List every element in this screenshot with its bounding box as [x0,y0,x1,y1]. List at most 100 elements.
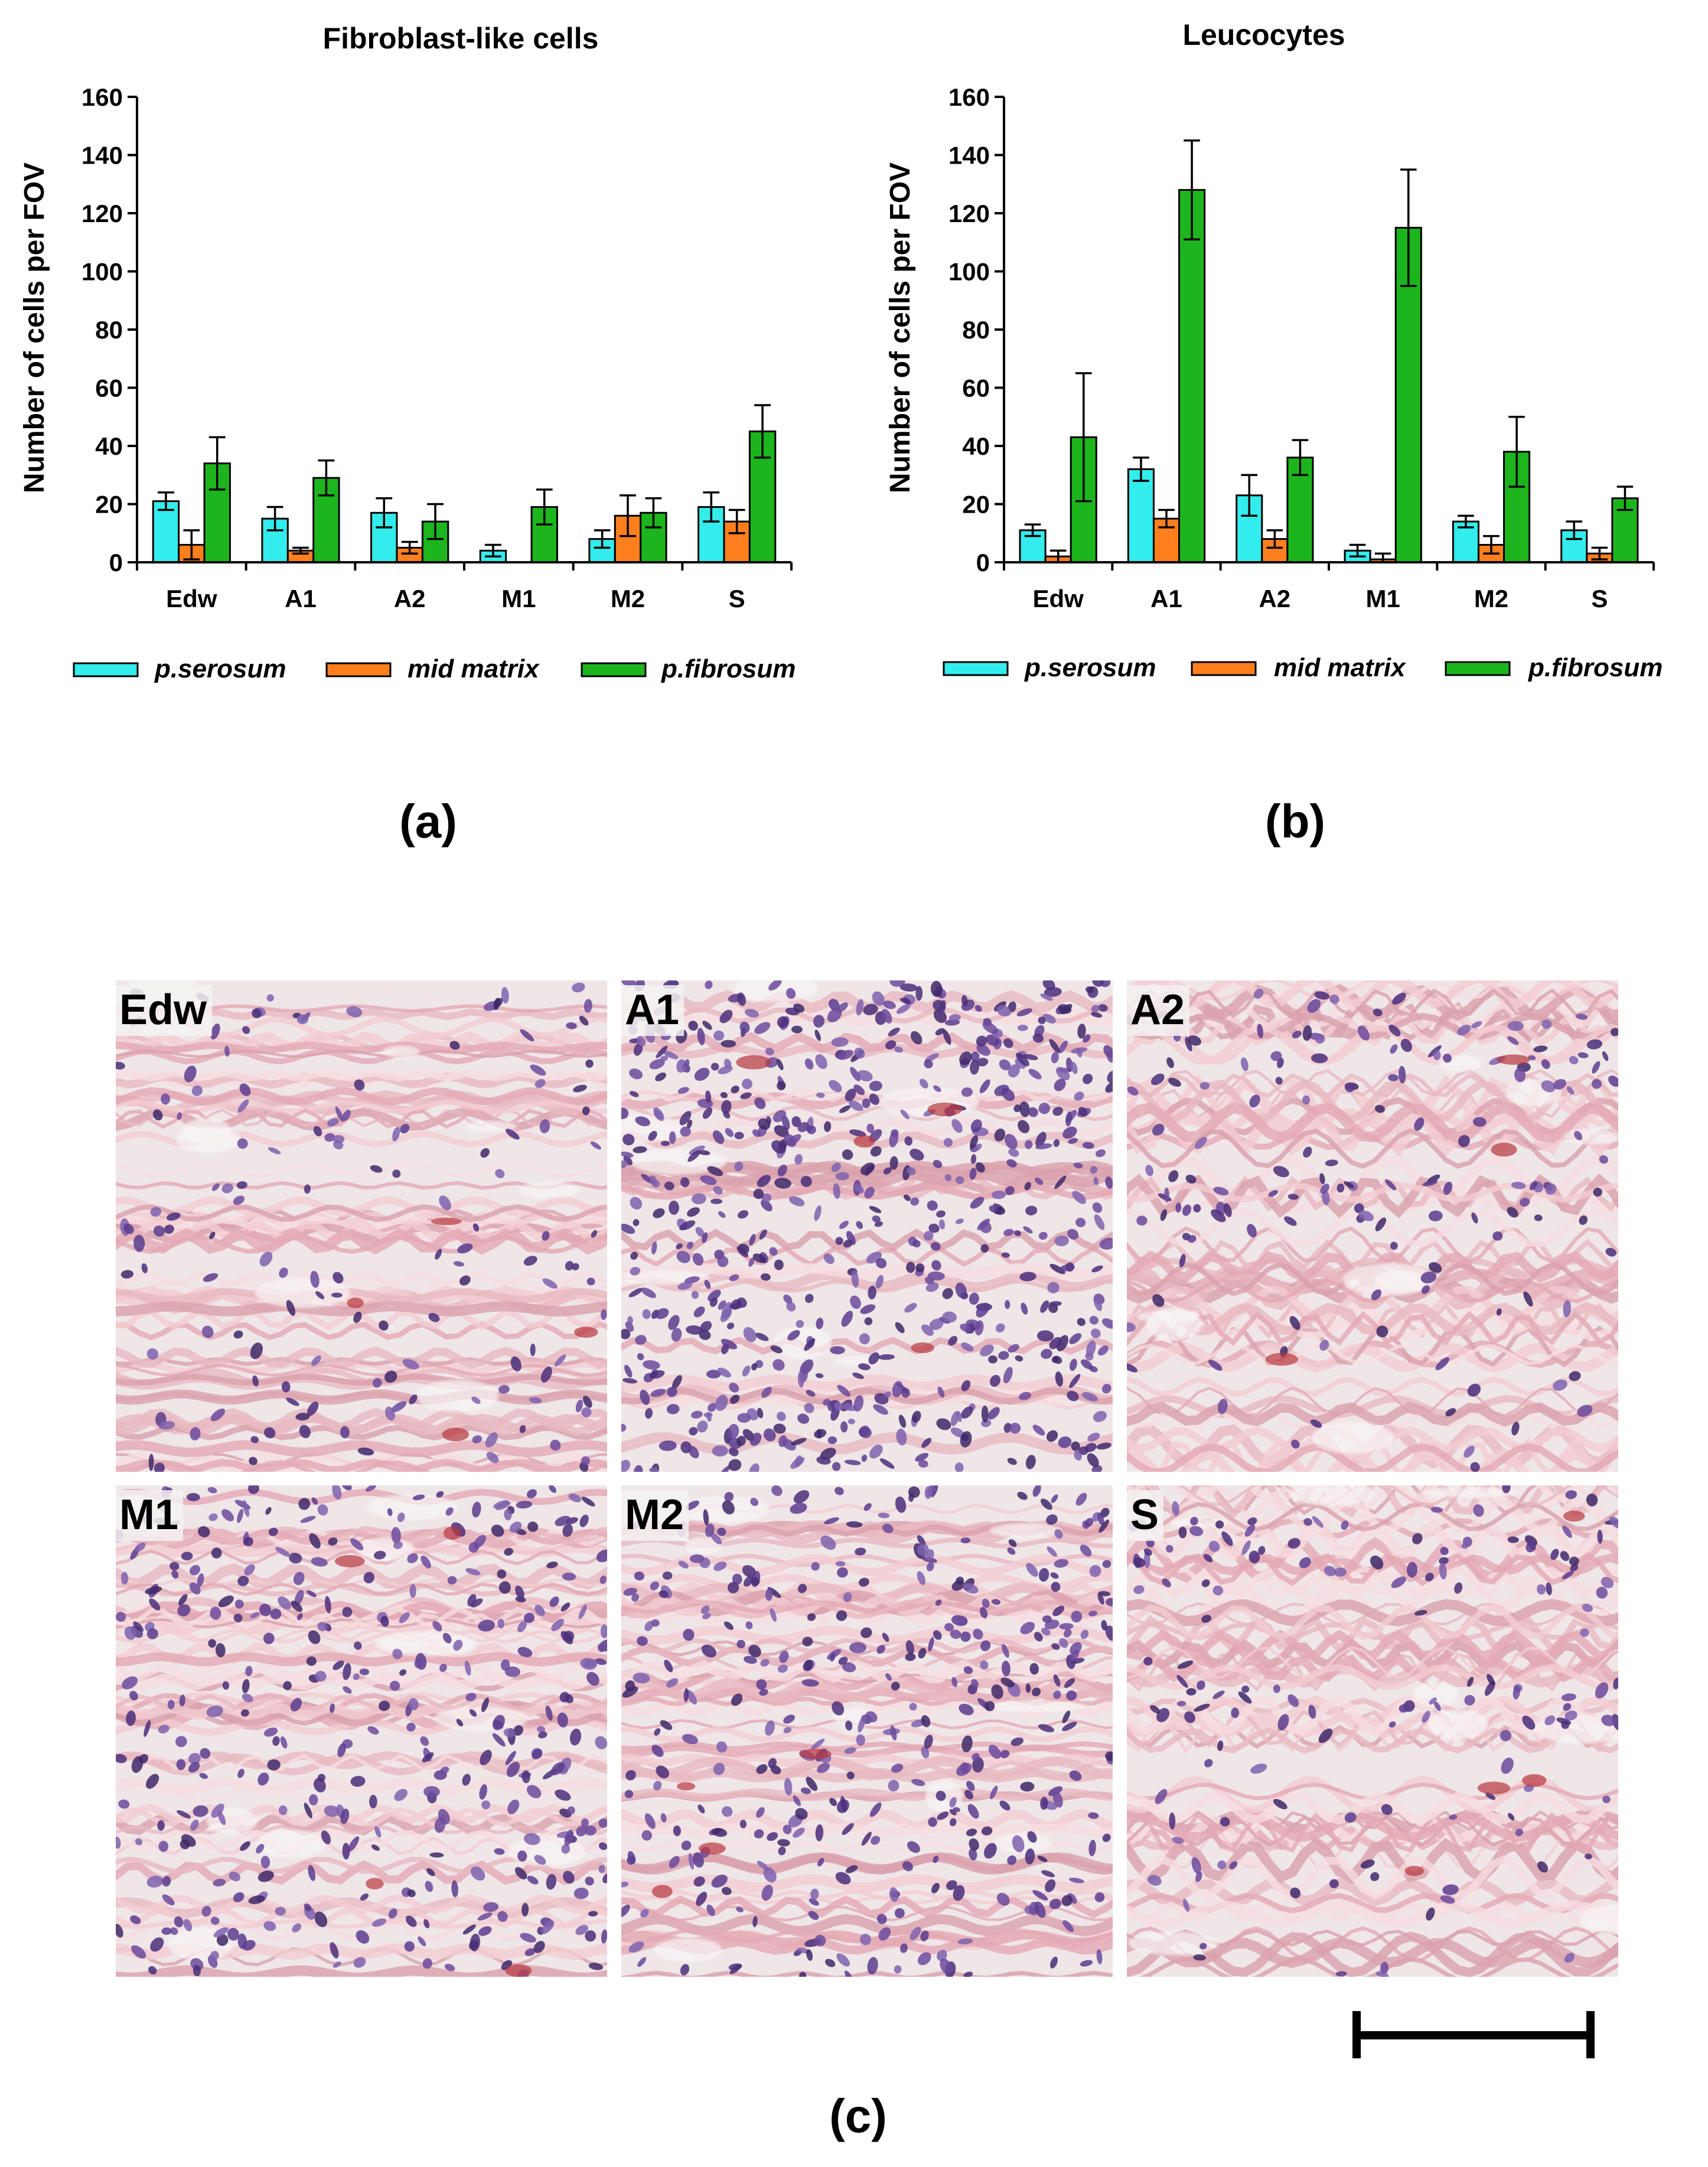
x-tick-label-s: S [729,585,745,612]
chart-a-y-axis: 0 20 40 60 80 100 120 140 160 [82,83,138,576]
bar-p-serosum-a1 [1127,468,1155,563]
legend-swatch-p-fibrosum [1445,661,1511,676]
micrograph-label-m2: M2 [625,1491,684,1539]
chart-b-legend: p.serosum mid matrix p.fibrosum [943,653,1663,682]
scale-bar-right-cap [1586,2011,1595,2058]
legend-swatch-mid-matrix [325,662,392,677]
x-tick-label-edw: Edw [1032,585,1084,612]
panel-label-b: (b) [1265,795,1325,848]
y-tick-label: 0 [976,549,990,576]
error-bar [754,404,771,459]
panel-label-c: (c) [829,2090,887,2142]
micrograph-label-a2: A2 [1130,986,1185,1034]
y-tick-label: 80 [95,316,123,344]
chart-fibroblast-like-cells: Fibroblast-like cells Number of cells pe… [19,22,796,848]
error-bar [1400,168,1417,287]
y-tick-label: 120 [948,200,990,227]
error-bar [1349,543,1366,558]
error-bar [1458,514,1474,529]
error-bar [536,488,553,526]
y-tick-label: 60 [962,374,990,402]
y-tick-label: 0 [109,549,123,576]
error-bar [1266,529,1283,549]
legend-swatch-p-serosum [73,662,139,677]
y-tick-label: 20 [95,491,123,519]
error-bar [292,546,309,555]
error-bar [376,497,393,529]
chart-a-error-bars [158,404,771,561]
legend-label-mid-matrix: mid matrix [1274,653,1406,682]
error-bar [266,506,283,532]
error-bar [1292,439,1309,476]
error-bar [645,497,662,529]
x-tick-label-a2: A2 [1259,585,1290,612]
y-tick-label: 100 [82,258,123,286]
error-bar [183,529,200,561]
error-bar [620,494,636,537]
chart-b-y-axis: 0 20 40 60 80 100 120 140 160 [948,83,1005,576]
legend-swatch-p-serosum [943,661,1009,676]
micrograph-label-edw: Edw [119,986,207,1034]
x-tick-label-m2: M2 [1474,585,1508,612]
micrograph-a1: A1 [621,980,1113,1472]
chart-b-error-bars [1024,139,1634,563]
error-bar [1158,509,1175,529]
panel-label-a: (a) [399,795,457,848]
y-tick-label: 20 [962,491,990,519]
x-tick-label-m2: M2 [611,585,645,612]
chart-b-title: Leucocytes [1182,18,1345,51]
x-tick-label-a1: A1 [1150,585,1182,612]
chart-leucocytes: Leucocytes Number of cells per FOV 0 20 40… [885,18,1663,848]
chart-a-title: Fibroblast-like cells [323,22,599,55]
y-tick-label: 140 [82,142,123,170]
error-bar [485,543,501,558]
error-bar [318,459,335,497]
y-tick-label: 120 [82,200,123,227]
x-tick-label-m1: M1 [1365,585,1400,612]
x-tick-label-a2: A2 [394,585,426,612]
y-tick-label: 140 [948,142,990,170]
error-bar [1591,546,1608,561]
error-bar [728,509,745,535]
error-bar [401,540,418,555]
error-bar [594,529,611,549]
micrograph-m2: M2 [621,1485,1113,1977]
chart-a-legend: p.serosum mid matrix p.fibrosum [73,654,796,683]
legend-swatch-p-fibrosum [581,662,647,677]
bar-p-fibrosum-a1 [1178,189,1206,563]
y-tick-label: 160 [82,83,123,111]
chart-b-x-axis: Edw A1 A2 M1 M2 S [1003,561,1655,612]
error-bar [427,503,444,540]
x-tick-label-s: S [1591,585,1608,612]
micrograph-edw: Edw [116,980,607,1472]
micrograph-m1: M1 [116,1485,607,1977]
error-bar [1184,139,1200,241]
error-bar [1483,535,1500,555]
error-bar [703,491,720,523]
legend-label-p-fibrosum: p.fibrosum [1528,653,1663,682]
y-tick-label: 40 [95,432,123,460]
chart-a-x-axis: Edw A1 A2 M1 M2 S [136,561,793,612]
error-bar [1024,523,1041,537]
scale-bar-left-cap [1352,2011,1361,2058]
error-bar [1133,456,1149,482]
x-tick-label-m1: M1 [501,585,536,612]
y-tick-label: 160 [948,83,990,111]
chart-a-bars [152,430,777,563]
legend-label-p-serosum: p.serosum [154,654,286,683]
error-bar [208,436,226,491]
chart-a-ylabel: Number of cells per FOV [19,162,50,493]
error-bar [158,491,174,511]
error-bar [1566,520,1583,540]
legend-label-mid-matrix: mid matrix [408,654,540,683]
micrograph-label-m1: M1 [119,1491,178,1539]
micrograph-label-a1: A1 [625,986,679,1034]
error-bar [1508,416,1525,488]
chart-b-ylabel: Number of cells per FOV [885,162,916,493]
error-bar [1241,474,1258,517]
legend-label-p-fibrosum: p.fibrosum [661,654,796,683]
y-tick-label: 40 [962,432,990,460]
micrograph-a2: A2 [1127,980,1618,1472]
error-bar [1616,485,1634,511]
